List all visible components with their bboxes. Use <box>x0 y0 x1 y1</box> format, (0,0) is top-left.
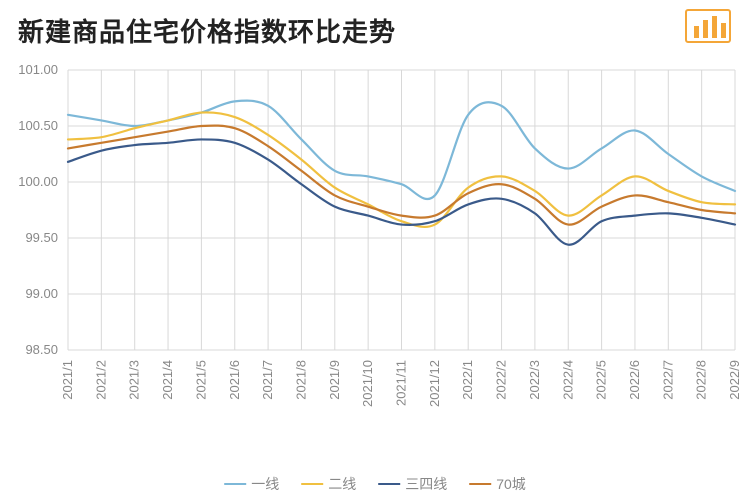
legend-item: 二线 <box>301 474 356 494</box>
svg-text:99.50: 99.50 <box>25 230 58 245</box>
svg-text:100.50: 100.50 <box>18 118 58 133</box>
svg-text:2021/7: 2021/7 <box>260 360 275 400</box>
legend-swatch <box>378 483 400 485</box>
svg-text:2021/8: 2021/8 <box>293 360 308 400</box>
svg-text:2022/8: 2022/8 <box>694 360 709 400</box>
svg-text:2021/12: 2021/12 <box>427 360 442 407</box>
legend-item: 70城 <box>469 474 526 494</box>
legend-item: 三四线 <box>378 474 447 494</box>
svg-text:2022/7: 2022/7 <box>660 360 675 400</box>
svg-text:2022/1: 2022/1 <box>460 360 475 400</box>
legend-swatch <box>224 483 246 485</box>
legend-label: 70城 <box>496 474 526 494</box>
legend-swatch <box>469 483 491 485</box>
legend-label: 一线 <box>251 474 279 494</box>
chart-legend: 一线 二线 三四线 70城 <box>224 474 526 494</box>
line-chart: 101.00100.50100.0099.5099.0098.502021/12… <box>0 60 750 480</box>
svg-text:2021/1: 2021/1 <box>60 360 75 400</box>
svg-text:2022/9: 2022/9 <box>727 360 742 400</box>
svg-text:2022/2: 2022/2 <box>494 360 509 400</box>
svg-text:2022/4: 2022/4 <box>560 360 575 400</box>
svg-text:2021/9: 2021/9 <box>327 360 342 400</box>
svg-text:2022/5: 2022/5 <box>594 360 609 400</box>
svg-text:99.00: 99.00 <box>25 286 58 301</box>
svg-text:2021/4: 2021/4 <box>160 360 175 400</box>
svg-text:100.00: 100.00 <box>18 174 58 189</box>
legend-label: 二线 <box>328 474 356 494</box>
svg-text:98.50: 98.50 <box>25 342 58 357</box>
svg-text:2021/3: 2021/3 <box>127 360 142 400</box>
svg-text:2021/6: 2021/6 <box>227 360 242 400</box>
svg-text:2021/10: 2021/10 <box>360 360 375 407</box>
svg-text:2021/2: 2021/2 <box>93 360 108 400</box>
svg-text:101.00: 101.00 <box>18 62 58 77</box>
legend-item: 一线 <box>224 474 279 494</box>
svg-text:2022/6: 2022/6 <box>627 360 642 400</box>
legend-label: 三四线 <box>405 474 447 494</box>
svg-text:2022/3: 2022/3 <box>527 360 542 400</box>
svg-text:2021/5: 2021/5 <box>193 360 208 400</box>
svg-text:2021/11: 2021/11 <box>394 360 409 406</box>
legend-swatch <box>301 483 323 485</box>
chart-title: 新建商品住宅价格指数环比走势 <box>18 12 396 49</box>
brand-logo-icon <box>684 8 732 49</box>
